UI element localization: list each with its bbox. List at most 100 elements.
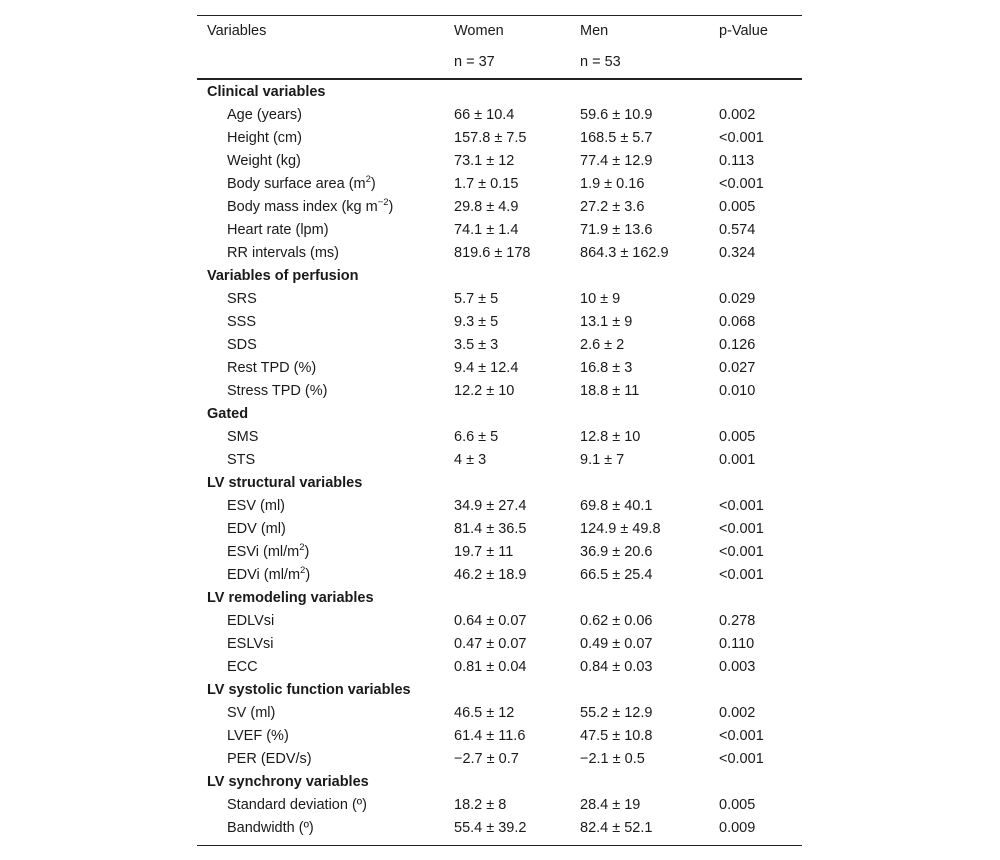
table-row: LVEF (%) 61.4 ± 11.6 47.5 ± 10.8 <0.001	[197, 725, 802, 748]
variable-name: EDV (ml)	[227, 521, 286, 537]
women-value: 46.2 ± 18.9	[454, 567, 527, 583]
men-value: 55.2 ± 12.9	[580, 705, 653, 721]
men-value: 47.5 ± 10.8	[580, 728, 653, 744]
women-value: 55.4 ± 39.2	[454, 820, 527, 836]
variable-name: Stress TPD (%)	[227, 383, 328, 399]
variable-name: PER (EDV/s)	[227, 751, 312, 767]
group-title: Clinical variables	[207, 84, 326, 100]
women-value: 61.4 ± 11.6	[454, 728, 526, 744]
variable-label: SMS	[227, 426, 258, 449]
women-value: 1.7 ± 0.15	[454, 176, 519, 192]
table-row: Body surface area (m2) 1.7 ± 0.15 1.9 ± 0.…	[197, 173, 802, 196]
table-row: Stress TPD (%) 12.2 ± 10 18.8 ± 11 0.010	[197, 380, 802, 403]
variable-name: Weight (kg)	[227, 153, 301, 169]
table-row: Heart rate (lpm) 74.1 ± 1.4 71.9 ± 13.6 0.5…	[197, 219, 802, 242]
table-row: SRS 5.7 ± 5 10 ± 9 0.029	[197, 288, 802, 311]
header-row: Variables Women Men p-Value	[197, 16, 802, 47]
table-row: Height (cm) 157.8 ± 7.5 168.5 ± 5.7 <0.001	[197, 127, 802, 150]
label-suffix: )	[305, 567, 311, 583]
women-value: 5.7 ± 5	[454, 291, 499, 307]
men-value: 71.9 ± 13.6	[580, 222, 653, 238]
men-value: 28.4 ± 19	[580, 797, 641, 813]
p-value: 0.003	[719, 659, 756, 675]
men-n: n = 53	[580, 54, 621, 70]
p-value: 0.009	[719, 820, 756, 836]
women-value: 81.4 ± 36.5	[454, 521, 527, 537]
variable-name: ESV (ml)	[227, 498, 285, 514]
p-value: <0.001	[719, 751, 764, 767]
variable-label: Stress TPD (%)	[227, 380, 327, 403]
p-value: 0.126	[719, 337, 756, 353]
variable-label: SSS	[227, 311, 256, 334]
variable-name: EDVi (ml/m	[227, 567, 301, 583]
variable-name: Rest TPD (%)	[227, 360, 317, 376]
variable-name: SMS	[227, 429, 259, 445]
p-value: <0.001	[719, 544, 764, 560]
men-value: 12.8 ± 10	[580, 429, 641, 445]
variable-label: RR intervals (ms)	[227, 242, 339, 265]
men-value: 0.62 ± 0.06	[580, 613, 653, 629]
variable-name: Bandwidth (º)	[227, 820, 314, 836]
men-value: 66.5 ± 25.4	[580, 567, 653, 583]
variable-label: Heart rate (lpm)	[227, 219, 329, 242]
header-variables: Variables	[207, 23, 267, 39]
women-value: 66 ± 10.4	[454, 107, 515, 123]
group-title: Gated	[207, 406, 249, 422]
variable-name: LVEF (%)	[227, 728, 289, 744]
table-row: ESLVsi 0.47 ± 0.07 0.49 ± 0.07 0.110	[197, 633, 802, 656]
superscript: 2	[299, 542, 305, 554]
p-value: 0.005	[719, 797, 756, 813]
variable-name: Height (cm)	[227, 130, 302, 146]
p-value: 0.027	[719, 360, 756, 376]
men-value: 0.84 ± 0.03	[580, 659, 653, 675]
men-value: 18.8 ± 11	[580, 383, 640, 399]
group-row: LV systolic function variables	[197, 679, 802, 702]
table-row: EDVi (ml/m2) 46.2 ± 18.9 66.5 ± 25.4 <0.001	[197, 564, 802, 587]
variable-name: SDS	[227, 337, 257, 353]
p-value: <0.001	[719, 176, 764, 192]
women-value: 819.6 ± 178	[454, 245, 531, 261]
header-men: Men	[580, 23, 609, 39]
women-value: 4 ± 3	[454, 452, 487, 468]
men-value: 36.9 ± 20.6	[580, 544, 653, 560]
table-top-rule	[197, 15, 802, 16]
group-row: LV remodeling variables	[197, 587, 802, 610]
table-row: PER (EDV/s) −2.7 ± 0.7 −2.1 ± 0.5 <0.001	[197, 748, 802, 771]
variable-name: SSS	[227, 314, 257, 330]
women-value: 9.3 ± 5	[454, 314, 499, 330]
group-title: LV systolic function variables	[207, 682, 411, 698]
group-row: Variables of perfusion	[197, 265, 802, 288]
table-row: ESV (ml) 34.9 ± 27.4 69.8 ± 40.1 <0.001	[197, 495, 802, 518]
women-value: 157.8 ± 7.5	[454, 130, 527, 146]
variable-label: Height (cm)	[227, 127, 302, 150]
men-value: 27.2 ± 3.6	[580, 199, 645, 215]
men-value: 82.4 ± 52.1	[580, 820, 653, 836]
variable-name: Standard deviation (º)	[227, 797, 367, 813]
p-value: <0.001	[719, 521, 764, 537]
p-value: 0.110	[719, 636, 755, 652]
variable-name: ESLVsi	[227, 636, 274, 652]
variable-label: Body mass index (kg m−2)	[227, 196, 393, 219]
p-value: 0.029	[719, 291, 756, 307]
variable-name: Age (years)	[227, 107, 302, 123]
p-value: <0.001	[719, 498, 764, 514]
group-title: LV structural variables	[207, 475, 363, 491]
variable-name: SRS	[227, 291, 257, 307]
variable-label: STS	[227, 449, 255, 472]
women-value: 0.64 ± 0.07	[454, 613, 527, 629]
subheader-row: n = 37 n = 53	[197, 47, 802, 78]
table-row: Age (years) 66 ± 10.4 59.6 ± 10.9 0.002	[197, 104, 802, 127]
p-value: 0.113	[719, 153, 755, 169]
men-value: 13.1 ± 9	[580, 314, 633, 330]
men-value: 9.1 ± 7	[580, 452, 625, 468]
p-value: <0.001	[719, 728, 764, 744]
label-suffix: )	[370, 176, 376, 192]
table-row: Body mass index (kg m−2) 29.8 ± 4.9 27.2 ±…	[197, 196, 802, 219]
variable-name: STS	[227, 452, 256, 468]
variable-label: SDS	[227, 334, 257, 357]
variable-name: SV (ml)	[227, 705, 276, 721]
group-title: LV synchrony variables	[207, 774, 369, 790]
men-value: 168.5 ± 5.7	[580, 130, 653, 146]
variable-label: ECC	[227, 656, 258, 679]
group-row: LV synchrony variables	[197, 771, 802, 794]
